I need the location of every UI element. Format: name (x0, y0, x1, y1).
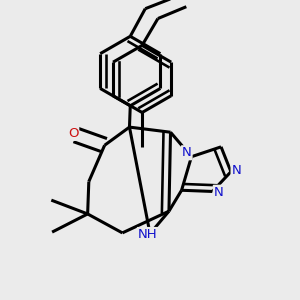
Text: N: N (214, 186, 224, 199)
Text: N: N (182, 146, 192, 159)
Text: N: N (232, 164, 241, 177)
Text: O: O (68, 127, 78, 140)
Text: NH: NH (138, 228, 158, 241)
